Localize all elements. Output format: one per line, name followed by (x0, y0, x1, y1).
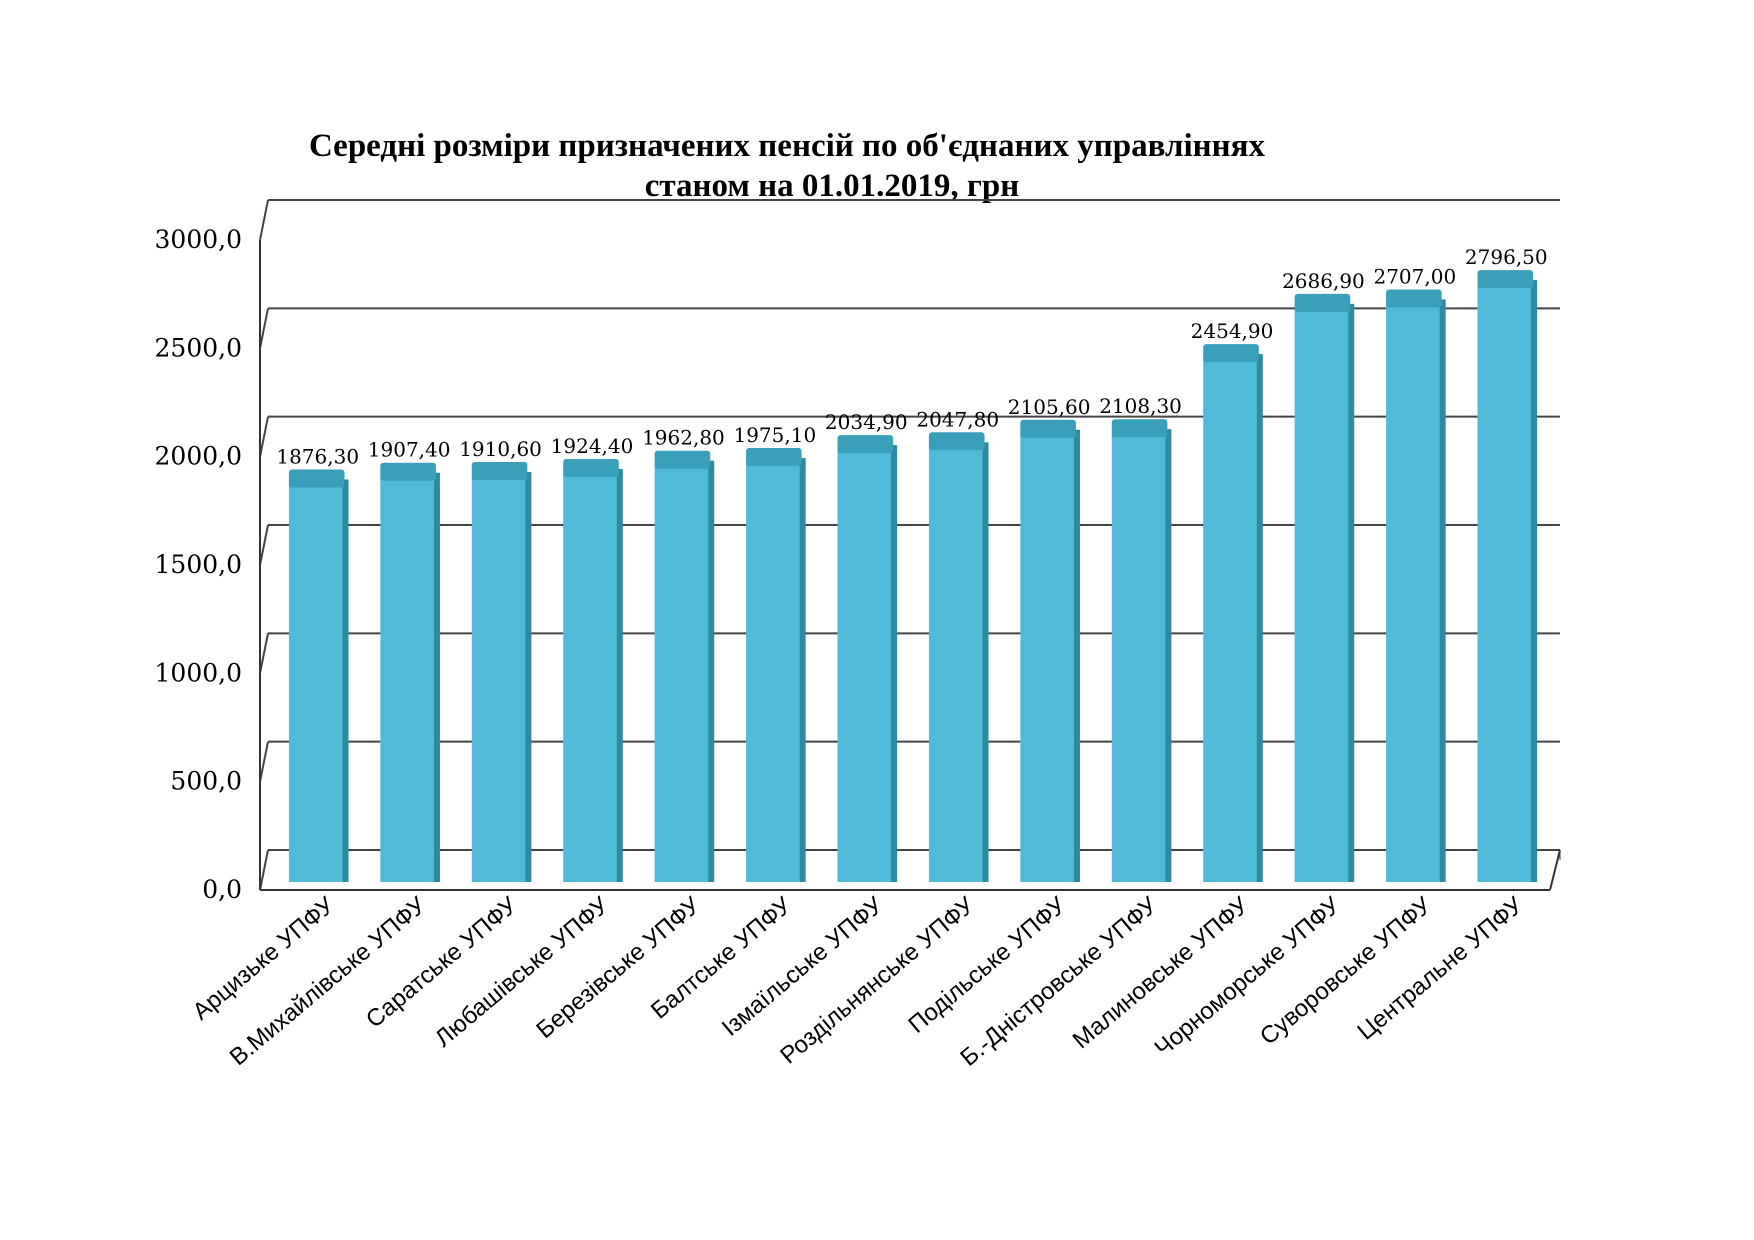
x-tick-label: Саратське УПФУ (361, 891, 523, 1033)
gridline-depth (259, 524, 269, 566)
bar (746, 462, 800, 882)
y-tick-label: 0,0 (202, 875, 242, 904)
y-tick-label: 2000,0 (155, 442, 242, 471)
bar-top (471, 462, 528, 481)
bar (563, 473, 617, 882)
bar-top (288, 469, 345, 488)
floor-right-edge (1549, 849, 1561, 891)
bar-side (980, 442, 989, 882)
data-label: 2108,30 (1099, 394, 1182, 418)
data-label: 2047,80 (916, 407, 999, 431)
bar (837, 449, 892, 882)
bar-side (1071, 429, 1080, 882)
data-label: 2686,90 (1282, 269, 1365, 293)
bar-side (1437, 299, 1446, 882)
x-tick-label: Суворовське УПФУ (1255, 891, 1437, 1050)
y-tick-label: 1500,0 (155, 550, 242, 579)
bar-side (614, 469, 623, 882)
data-label: 2105,60 (1008, 395, 1091, 419)
bar-side (1163, 429, 1172, 882)
x-tick-label: Ізмаїльське УПФУ (717, 891, 889, 1041)
bar-top (928, 432, 985, 451)
gridline-depth (259, 199, 269, 241)
bar-side (1254, 354, 1263, 883)
chart-subtitle: станом на 01.01.2019, грн (644, 168, 1020, 204)
data-label: 2034,90 (825, 410, 908, 434)
bar-top (1203, 344, 1259, 363)
bar (1294, 307, 1349, 882)
y-tick-label: 1000,0 (155, 658, 242, 687)
data-label: 1910,60 (459, 437, 542, 461)
bar-side (1529, 280, 1538, 882)
bar-top (837, 435, 894, 454)
bar (928, 446, 983, 882)
x-tick-label: Любашівське УПФУ (430, 891, 615, 1052)
bar (380, 476, 434, 882)
x-tick-label: Центральне УПФУ (1352, 891, 1528, 1045)
bar-top (1020, 419, 1076, 438)
bar (1477, 284, 1532, 882)
data-label: 1962,80 (642, 426, 725, 450)
x-tick-label: Березівське УПФУ (531, 891, 705, 1043)
y-tick-label: 2500,0 (155, 333, 242, 362)
data-label: 1924,40 (551, 434, 634, 458)
data-label: 2707,00 (1373, 264, 1456, 288)
bar-top (1386, 289, 1442, 308)
bar (288, 483, 343, 882)
bar-side (340, 479, 349, 882)
gridline-depth (259, 849, 269, 891)
bar (471, 476, 526, 882)
data-label: 2454,90 (1191, 319, 1274, 343)
chart-title: Середні розміри призначених пенсій по об… (308, 128, 1266, 164)
bar-side (889, 445, 898, 882)
x-tick-label: Подільське УПФУ (903, 891, 1071, 1038)
bar-top (563, 459, 619, 478)
x-tick-label: Малиновське УПФУ (1068, 891, 1255, 1054)
bar-top (1477, 270, 1534, 289)
bar-top (1294, 293, 1351, 312)
bar-top (746, 448, 802, 467)
y-tick-label: 3000,0 (155, 225, 242, 254)
bar-top (654, 450, 711, 469)
bar-side (523, 472, 532, 882)
bar (1111, 433, 1166, 882)
bar-side (1346, 303, 1355, 882)
y-tick-label: 500,0 (170, 767, 242, 796)
bar (1386, 303, 1440, 882)
gridline-depth (259, 308, 269, 349)
bar (1020, 433, 1074, 882)
data-label: 1907,40 (368, 438, 451, 462)
bar (654, 464, 709, 882)
data-label: 1975,10 (733, 423, 816, 447)
data-label: 1876,30 (276, 444, 359, 468)
bar-side (797, 458, 806, 882)
gridline-depth (259, 416, 269, 457)
bar-top (1111, 419, 1168, 438)
gridline-depth (259, 633, 269, 674)
bar-side (431, 472, 440, 882)
gridline-depth (259, 741, 269, 782)
bar (1203, 358, 1257, 883)
bar-side (706, 460, 715, 882)
bar-top (380, 462, 436, 481)
data-label: 2796,50 (1465, 245, 1548, 269)
